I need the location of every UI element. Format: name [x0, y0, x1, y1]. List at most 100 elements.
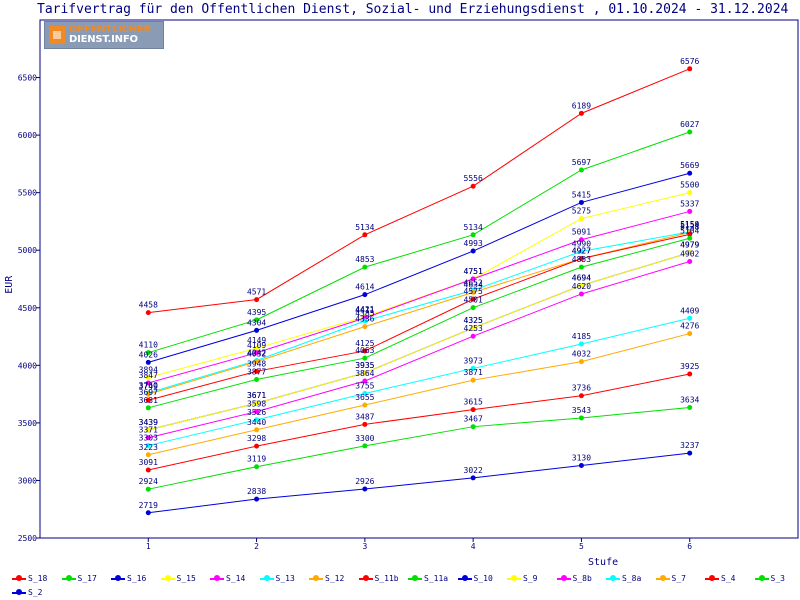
legend-marker — [115, 575, 121, 581]
legend-label: S_10 — [473, 574, 493, 583]
legend-marker — [16, 589, 22, 595]
data-label-s_11b: 3948 — [247, 359, 266, 368]
data-point-s_11a — [362, 355, 368, 361]
x-axis-label: Stufe — [588, 557, 618, 568]
data-point-s_4 — [145, 467, 151, 473]
legend-label: S_15 — [176, 574, 196, 583]
data-label-s_12: 4032 — [247, 350, 266, 359]
logo-text-line1: ÖFFENTLICHER — [69, 24, 152, 35]
y-tick-label: 2500 — [18, 534, 37, 543]
data-point-s_8a — [687, 315, 693, 321]
data-point-s_11a — [687, 235, 693, 241]
data-point-s_11b — [687, 231, 693, 237]
legend-label: S_14 — [226, 574, 246, 583]
legend-marker — [362, 575, 369, 581]
data-point-s_14 — [470, 276, 476, 282]
data-point-s_8a — [254, 417, 260, 423]
series-line-s_4 — [148, 373, 690, 471]
data-point-s_12 — [254, 359, 260, 365]
legend-marker — [16, 575, 22, 581]
data-label-s_12: 3749 — [139, 382, 158, 391]
y-tick-label: 6500 — [18, 74, 37, 83]
data-label-s_11a: 4853 — [572, 255, 591, 264]
plot-frame — [39, 19, 799, 539]
data-label-s_14: 4751 — [464, 267, 483, 276]
data-label-s_16: 5669 — [680, 161, 699, 170]
legend-marker — [758, 575, 765, 581]
data-label-s_8b: 4253 — [464, 324, 483, 333]
data-point-s_11b — [254, 368, 260, 374]
data-label-s_4: 3091 — [139, 458, 158, 467]
data-label-s_3: 3467 — [464, 415, 483, 424]
data-point-s_2 — [470, 475, 476, 481]
legend-marker — [560, 575, 567, 581]
data-label-s_16: 5415 — [572, 190, 591, 199]
legend-marker — [313, 575, 319, 581]
legend-label: S_18 — [28, 574, 48, 583]
site-logo[interactable]: ÖFFENTLICHER DIENST.INFO — [44, 21, 164, 49]
data-point-s_2 — [362, 486, 368, 492]
data-label-s_17: 5697 — [572, 158, 591, 167]
data-label-s_11a: 3877 — [247, 367, 266, 376]
data-label-s_11a: 4063 — [355, 346, 374, 355]
series-line-s_9 — [148, 252, 690, 431]
data-point-s_9 — [687, 250, 693, 256]
data-point-s_9 — [362, 370, 368, 376]
data-label-s_7: 4276 — [680, 322, 699, 331]
data-label-s_11b: 4575 — [464, 287, 483, 296]
series-layer — [145, 66, 693, 516]
y-tick-label: 5500 — [18, 189, 37, 198]
data-label-s_2: 2838 — [247, 487, 266, 496]
data-point-s_11a — [254, 376, 260, 382]
x-tick-label: 3 — [362, 542, 367, 551]
series-line-s_16 — [148, 172, 690, 363]
data-point-s_8b — [470, 333, 476, 339]
data-label-s_17: 4853 — [355, 255, 374, 264]
y-tick-label: 3000 — [18, 476, 37, 485]
series-line-s_2 — [148, 452, 690, 514]
legend-marker — [263, 575, 270, 581]
legend-label: S_13 — [275, 574, 295, 583]
data-point-s_8a — [470, 365, 476, 371]
series-line-s_8a — [148, 317, 690, 447]
data-point-s_8a — [145, 443, 151, 449]
data-label-layer: 4458 4571 5134 5556 6189 6576 4110 4395 4853 5134… — [139, 57, 700, 510]
data-point-s_16 — [145, 359, 151, 365]
data-label-s_2: 3130 — [572, 453, 591, 462]
series-line-s_11a — [148, 237, 690, 409]
legend-marker — [659, 575, 666, 581]
data-label-s_13: 4385 — [355, 309, 374, 318]
data-label-s_17: 5134 — [464, 223, 483, 232]
data-point-s_14 — [687, 208, 693, 214]
series-line-s_8b — [148, 261, 690, 439]
series-line-s_11b — [148, 233, 690, 401]
data-point-s_3 — [470, 424, 476, 430]
data-label-s_3: 3543 — [572, 406, 591, 415]
data-label-s_2: 2926 — [355, 477, 374, 486]
data-label-s_8b: 3864 — [355, 369, 374, 378]
data-label-s_8a: 3973 — [464, 356, 483, 365]
data-label-s_4: 3736 — [572, 384, 591, 393]
data-point-s_17 — [254, 317, 260, 323]
legend-label: S_8a — [622, 574, 642, 583]
legend-marker — [511, 575, 517, 581]
data-point-s_12 — [362, 324, 368, 330]
y-tick-label: 6000 — [18, 131, 37, 140]
data-point-s_12 — [470, 289, 476, 295]
data-label-s_8a: 4185 — [572, 332, 591, 341]
data-label-s_7: 3440 — [247, 418, 266, 427]
data-point-s_14 — [145, 380, 151, 386]
data-point-s_18 — [470, 183, 476, 189]
data-point-s_15 — [254, 345, 260, 351]
data-point-s_4 — [254, 443, 260, 449]
data-label-s_13: 4990 — [572, 239, 591, 248]
y-axis-label: EUR — [4, 275, 15, 294]
data-label-s_8b: 4620 — [572, 282, 591, 291]
data-point-s_17 — [362, 264, 368, 270]
data-label-s_8a: 3755 — [355, 382, 374, 391]
legend-label: S_16 — [127, 574, 147, 583]
data-label-s_18: 4571 — [247, 288, 266, 297]
data-label-s_9: 3671 — [247, 391, 266, 400]
data-point-s_15 — [145, 375, 151, 381]
